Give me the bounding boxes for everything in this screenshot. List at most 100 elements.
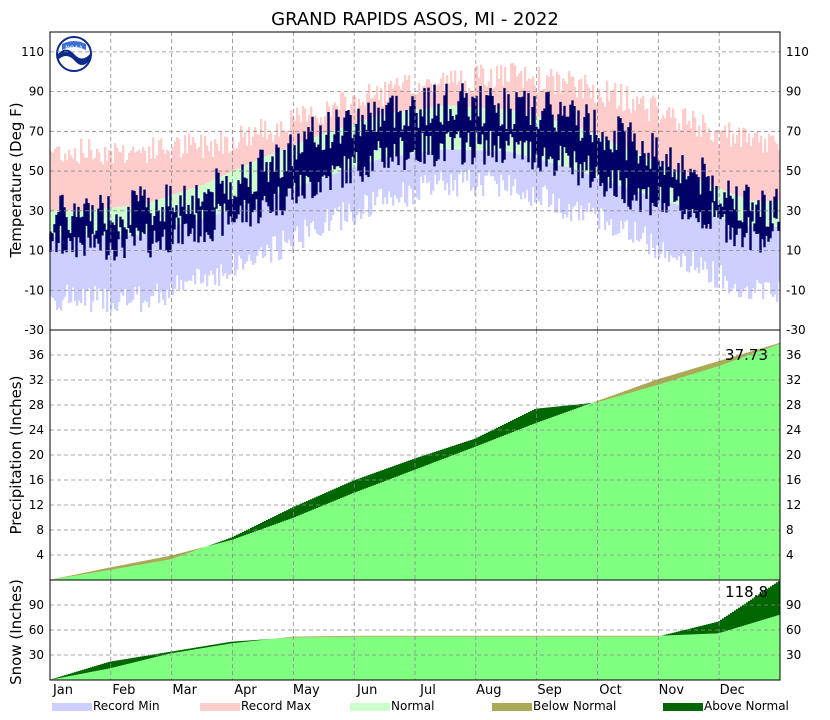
normal-range-bar <box>224 174 227 212</box>
above-normal-bar <box>756 595 759 622</box>
record-max-bar <box>322 123 325 135</box>
record-max-bar <box>268 133 271 156</box>
cumulative-base-bar <box>440 459 443 580</box>
record-max-bar <box>450 70 453 106</box>
below-normal-bar <box>322 636 325 638</box>
record-max-bar <box>634 110 637 152</box>
below-normal-bar <box>612 395 615 398</box>
cumulative-base-bar <box>748 624 751 680</box>
above-normal-bar <box>416 457 419 469</box>
record-max-bar <box>438 83 441 107</box>
cumulative-base-bar <box>696 372 699 580</box>
above-normal-bar <box>748 601 751 625</box>
record-max-bar <box>600 97 603 138</box>
above-normal-bar <box>248 528 251 534</box>
cumulative-base-bar <box>276 638 279 680</box>
above-normal-bar <box>214 543 217 545</box>
cumulative-base-bar <box>746 355 749 580</box>
below-normal-bar <box>598 635 601 637</box>
cumulative-base-bar <box>540 421 543 580</box>
below-normal-bar <box>758 349 761 352</box>
record-min-bar <box>772 226 775 298</box>
above-normal-bar <box>140 656 143 661</box>
below-normal-bar <box>714 362 717 368</box>
cumulative-base-bar <box>108 570 111 580</box>
below-normal-bar <box>328 636 331 637</box>
cumulative-base-bar <box>384 636 387 680</box>
record-max-bar <box>448 83 451 106</box>
cumulative-base-bar <box>336 499 339 580</box>
below-normal-bar <box>754 350 757 353</box>
below-normal-bar <box>534 635 537 637</box>
below-normal-bar <box>348 635 351 637</box>
cumulative-base-bar <box>374 636 377 680</box>
record-min-bar <box>156 230 159 284</box>
below-normal-bar <box>652 380 655 387</box>
record-max-bar <box>376 86 379 117</box>
record-min-bar <box>286 190 289 244</box>
record-min-bar <box>744 225 747 289</box>
above-normal-bar <box>240 641 243 643</box>
below-normal-bar <box>68 575 71 577</box>
cumulative-base-bar <box>664 382 667 580</box>
below-normal-bar <box>98 569 101 572</box>
above-normal-bar <box>392 466 395 478</box>
record-min-bar <box>228 210 231 276</box>
record-max-bar <box>242 137 245 167</box>
cumulative-base-bar <box>332 501 335 580</box>
record-min-bar <box>112 235 115 304</box>
cumulative-base-bar <box>474 636 477 680</box>
cumulative-base-bar <box>500 636 503 680</box>
cumulative-base-bar <box>472 447 475 580</box>
record-max-bar <box>364 105 367 121</box>
record-max-bar <box>304 108 307 142</box>
record-max-bar <box>760 135 763 201</box>
cumulative-base-bar <box>536 422 539 580</box>
record-min-bar <box>310 181 313 224</box>
cumulative-base-bar <box>170 653 173 680</box>
record-max-bar <box>512 63 515 111</box>
record-max-bar <box>494 86 497 109</box>
above-normal-bar <box>390 467 393 479</box>
above-normal-bar <box>246 640 249 642</box>
cumulative-base-bar <box>550 417 553 580</box>
below-normal-bar <box>390 635 393 637</box>
above-normal-bar <box>512 419 515 432</box>
record-min-bar <box>692 209 695 252</box>
cumulative-base-bar <box>688 375 691 580</box>
below-normal-bar <box>382 635 385 637</box>
above-normal-bar <box>692 627 695 635</box>
below-normal-bar <box>696 367 699 373</box>
above-normal-bar <box>258 639 261 641</box>
cumulative-base-bar <box>360 636 363 680</box>
cumulative-base-bar <box>232 539 235 580</box>
cumulative-base-bar <box>712 367 715 580</box>
record-min-bar <box>450 149 453 174</box>
below-normal-bar <box>344 635 347 637</box>
cumulative-base-bar <box>630 636 633 680</box>
record-min-bar <box>618 185 621 233</box>
record-max-bar <box>294 121 297 145</box>
cumulative-base-bar <box>640 389 643 580</box>
cumulative-base-bar <box>274 638 277 680</box>
above-normal-bar <box>456 444 459 454</box>
y-tick-label: 24 <box>786 423 801 437</box>
cumulative-base-bar <box>294 517 297 580</box>
record-max-bar <box>80 138 83 211</box>
record-max-bar <box>150 158 153 202</box>
record-max-bar <box>166 149 169 197</box>
record-min-bar <box>356 166 359 216</box>
below-normal-bar <box>516 635 519 637</box>
record-max-bar <box>402 82 405 112</box>
record-min-bar <box>664 200 667 259</box>
record-max-bar <box>326 101 329 133</box>
below-normal-bar <box>62 577 65 578</box>
cumulative-base-bar <box>128 663 131 680</box>
record-min-bar <box>412 153 415 205</box>
above-normal-bar <box>98 664 101 671</box>
record-min-bar <box>212 215 215 275</box>
cumulative-base-bar <box>466 449 469 580</box>
record-max-bar <box>750 146 753 201</box>
above-normal-bar <box>568 405 571 412</box>
above-normal-bar <box>358 478 361 491</box>
